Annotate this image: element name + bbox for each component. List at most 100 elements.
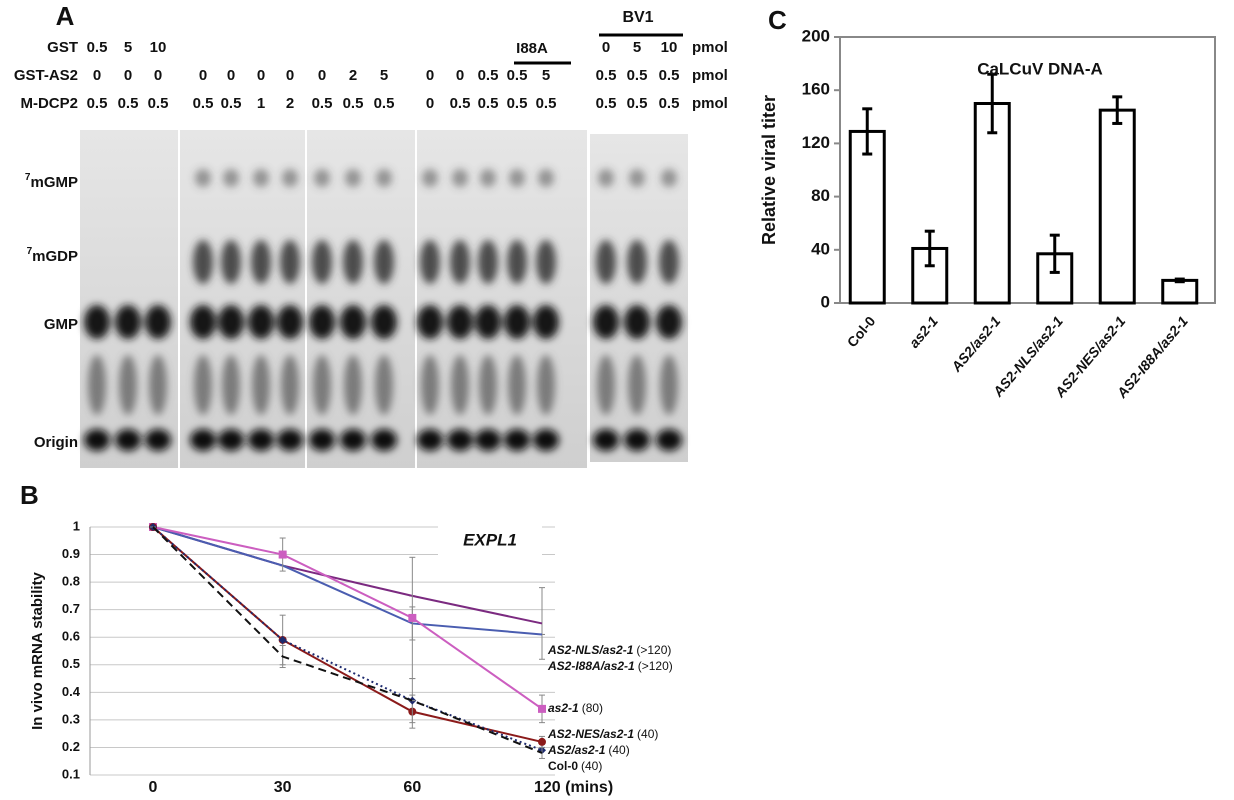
band-gmp7	[480, 169, 496, 187]
band-smear	[281, 355, 299, 415]
panel-label: C	[768, 5, 787, 35]
lane-amount: 10	[661, 39, 678, 56]
band-origin	[624, 429, 650, 451]
gel-bands	[84, 305, 171, 451]
point	[278, 550, 287, 559]
unit: pmol	[692, 39, 728, 56]
lane-amount: 0	[154, 67, 162, 84]
band-smear	[252, 355, 270, 415]
lane-amount: 5	[542, 67, 550, 84]
band-smear	[451, 355, 469, 415]
lane-amount: 0	[286, 67, 294, 84]
y-tick-label: 0.7	[62, 601, 80, 616]
series-label: AS2-NLS/as2-1 (>120)	[547, 643, 671, 657]
lane-amount: 0.5	[659, 67, 680, 84]
group-label: I88A	[516, 40, 548, 57]
lane-amount: 1	[257, 95, 265, 112]
band-smear	[194, 355, 212, 415]
band-gdp	[596, 240, 616, 284]
band-origin	[417, 429, 443, 451]
band-origin	[248, 429, 274, 451]
error-bar	[987, 72, 998, 135]
series-name: AS2-NES/as2-1	[547, 727, 634, 741]
y-tick-label: 200	[802, 26, 830, 45]
band-label: 7mGMP	[25, 172, 78, 191]
y-tick-label: 0.3	[62, 711, 80, 726]
lane-amount: 0.5	[450, 95, 471, 112]
lane-amount: 0	[93, 67, 101, 84]
x-tick-label: AS2/as2-1	[947, 313, 1003, 375]
band-gmp	[371, 305, 397, 339]
series-label: AS2-I88A/as2-1 (>120)	[547, 659, 673, 673]
lane-amount: 2	[286, 95, 294, 112]
band-smear	[421, 355, 439, 415]
band-smear	[119, 355, 137, 415]
band-origin	[533, 429, 559, 451]
band-gdp	[312, 240, 332, 284]
lane-amount: 0.5	[374, 95, 395, 112]
bar	[1161, 278, 1199, 305]
gel-bands	[190, 169, 303, 451]
gel-image	[80, 130, 688, 468]
band-gmp	[656, 305, 682, 339]
band-gdp	[193, 240, 213, 284]
band-smear	[344, 355, 362, 415]
lane-amount: 0.5	[596, 95, 617, 112]
y-tick-label: 40	[811, 239, 830, 258]
series-label: AS2/as2-1 (40)	[547, 743, 630, 757]
series-line	[152, 526, 543, 752]
band-smear	[597, 355, 615, 415]
band-label: 7mGDP	[27, 246, 78, 265]
gel-bands	[417, 169, 559, 451]
band-smear	[149, 355, 167, 415]
band-smear	[313, 355, 331, 415]
group-label: BV1	[622, 9, 653, 26]
band-smear	[628, 355, 646, 415]
band-gmp	[533, 305, 559, 339]
band-origin	[84, 429, 110, 451]
error-bar	[1112, 95, 1123, 125]
band-gmp7	[314, 169, 330, 187]
y-tick-label: 1	[73, 518, 80, 533]
series-note: (>120)	[638, 659, 673, 673]
row-label: GST-AS2	[14, 67, 78, 84]
band-gmp7	[195, 169, 211, 187]
series-note: (40)	[637, 727, 658, 741]
band-gdp	[420, 240, 440, 284]
y-tick-label: 0.6	[62, 629, 80, 644]
band-gdp	[536, 240, 556, 284]
band-origin	[218, 429, 244, 451]
band-label-sup: 7	[27, 246, 33, 257]
band-gmp	[447, 305, 473, 339]
band-origin	[475, 429, 501, 451]
lane-amount: 5	[380, 67, 388, 84]
band-gmp	[84, 305, 110, 339]
x-tick-label: Col-0	[844, 313, 879, 350]
band-origin	[656, 429, 682, 451]
band-gmp7	[598, 169, 614, 187]
lane-amount: 0.5	[627, 67, 648, 84]
band-origin	[115, 429, 141, 451]
annotation-box	[438, 526, 542, 558]
band-gmp7	[538, 169, 554, 187]
unit: pmol	[692, 95, 728, 112]
band-smear	[660, 355, 678, 415]
band-gdp	[659, 240, 679, 284]
series-name: AS2-I88A/as2-1	[547, 659, 635, 673]
band-gdp	[627, 240, 647, 284]
annotation: EXPL1	[463, 530, 517, 549]
gel-bands	[309, 169, 397, 451]
panel-label: B	[20, 480, 39, 510]
band-gmp7	[661, 169, 677, 187]
annotation: CaLCuV DNA-A	[977, 59, 1103, 78]
y-tick-label: 120	[802, 133, 830, 152]
series-line	[152, 526, 543, 636]
band-smear	[479, 355, 497, 415]
lane-amount: 0.5	[507, 95, 528, 112]
band-gdp	[507, 240, 527, 284]
band-gmp	[504, 305, 530, 339]
x-tick-label: 30	[274, 779, 292, 796]
band-gmp7	[629, 169, 645, 187]
band-label: Origin	[34, 434, 78, 451]
